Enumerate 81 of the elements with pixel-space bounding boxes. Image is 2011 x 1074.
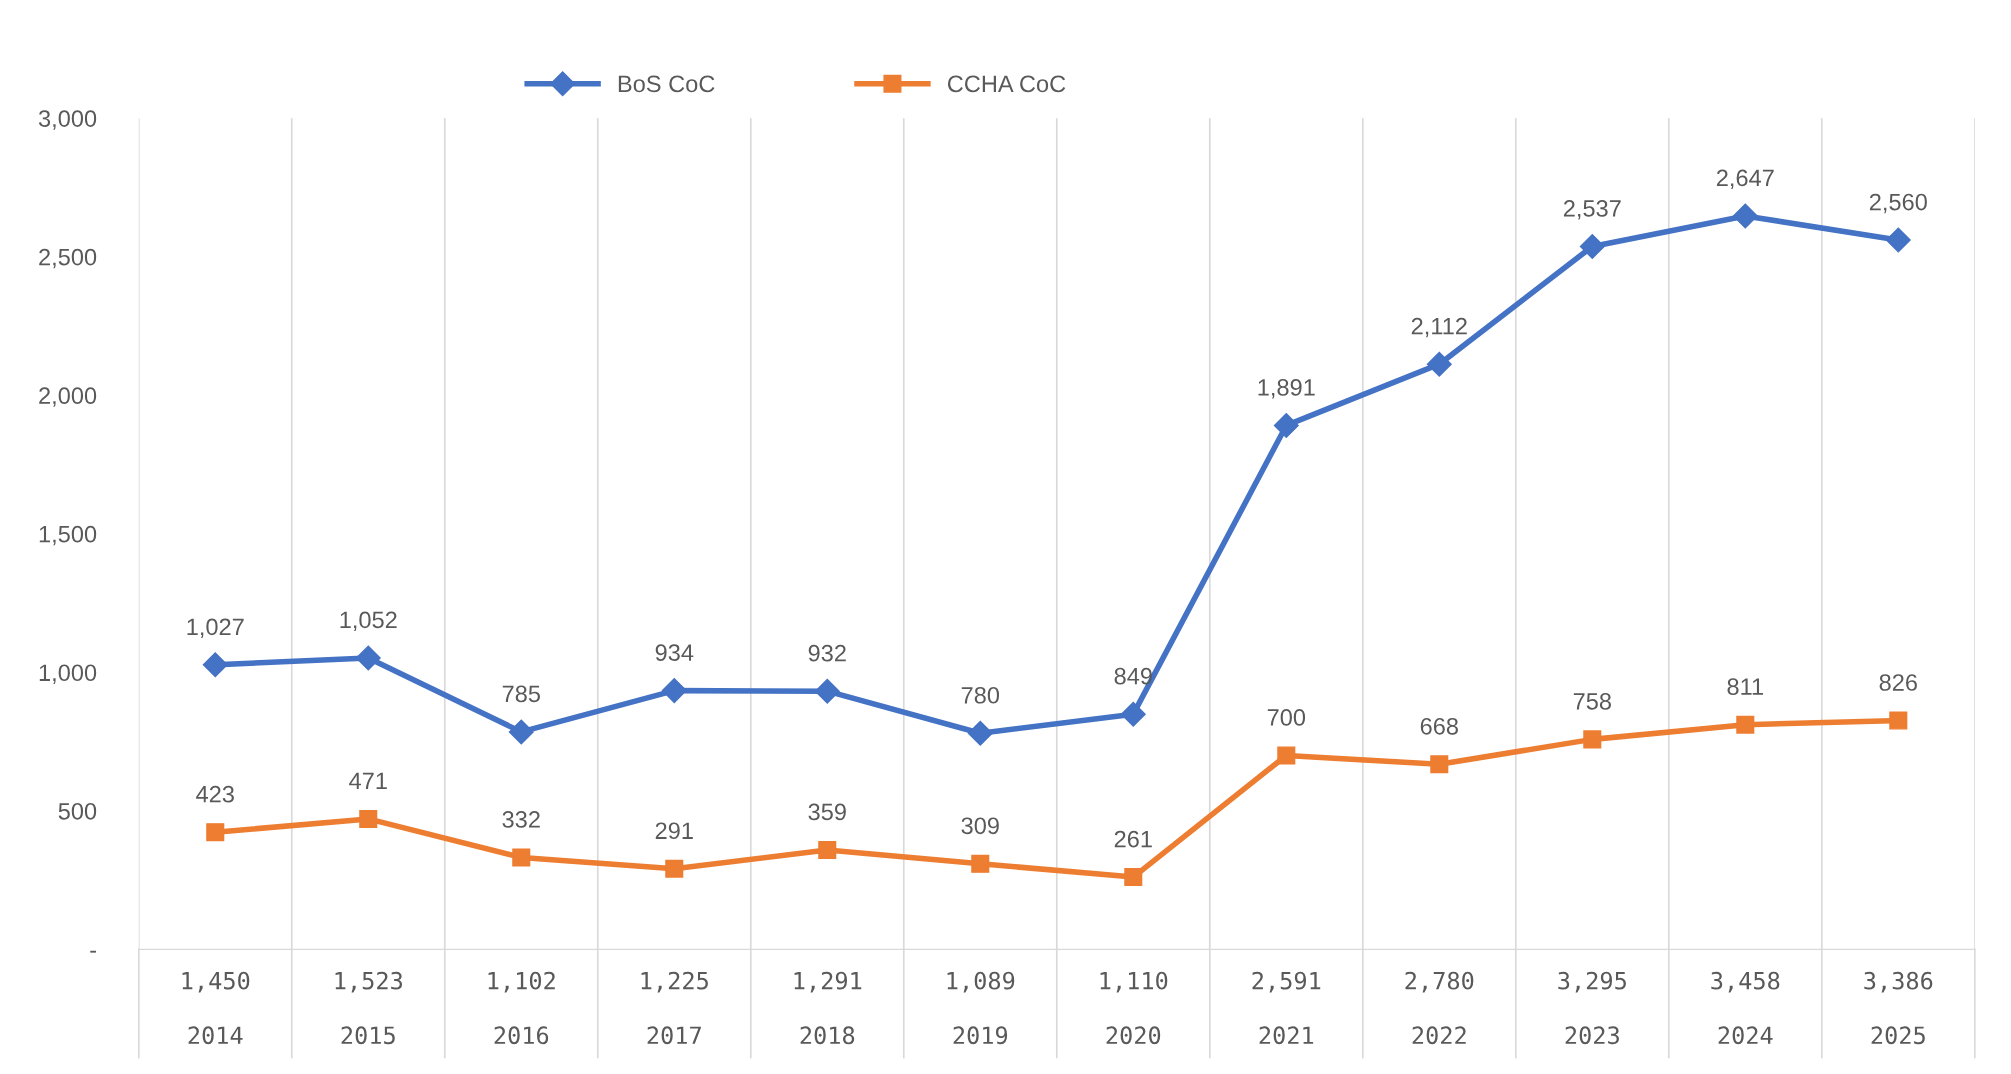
text: 3,295 [1558, 971, 1626, 993]
data-label: 309 [961, 817, 999, 835]
legend-label: CCHA CoC [947, 75, 1066, 93]
text: 1,225 [641, 971, 708, 993]
data-label: 261 [1114, 830, 1152, 848]
data-label: 1,027 [187, 618, 244, 638]
point [355, 645, 381, 671]
x-tick-label: 2014 [188, 1026, 243, 1045]
data-label: 423 [196, 785, 234, 803]
data-label: 811 [1727, 678, 1763, 696]
x-tick-label: 2023 [1565, 1026, 1619, 1045]
x-tick-label: 2025 [1871, 1026, 1925, 1045]
y-tick-label: - [90, 950, 97, 953]
point [508, 719, 534, 745]
point [512, 848, 531, 867]
point [1732, 203, 1758, 229]
point [1889, 711, 1908, 730]
x-tick-label: 2020 [1106, 1026, 1161, 1045]
data-label: 2,560 [1869, 193, 1927, 214]
data-label: 332 [502, 811, 540, 828]
data-label: 1,891 [1258, 379, 1315, 399]
point [359, 809, 378, 828]
point [967, 720, 993, 746]
point [1736, 715, 1755, 734]
text: 1,110 [1100, 971, 1168, 993]
y-tick-label: 1,000 [39, 664, 97, 684]
text: 2,780 [1405, 971, 1474, 993]
x-tick-label: 2017 [647, 1026, 701, 1045]
text: 1,291 [794, 971, 862, 993]
data-label: 291 [655, 822, 693, 840]
text: 1,450 [182, 971, 250, 993]
x-tick-label: 2024 [1718, 1026, 1773, 1045]
point [1273, 412, 1299, 438]
point [1277, 746, 1296, 765]
data-label: 758 [1573, 692, 1611, 710]
y-tick-label: 1,500 [39, 525, 97, 546]
data-label: 668 [1420, 717, 1458, 735]
x-tick-label: 2018 [800, 1026, 855, 1045]
data-label: 1,052 [340, 611, 397, 632]
point [202, 652, 228, 678]
data-label: 785 [502, 685, 540, 703]
point [818, 840, 837, 859]
x-tick-label: 2022 [1412, 1026, 1466, 1045]
point [814, 678, 840, 704]
y-tick-label: 2,000 [39, 387, 97, 407]
point [206, 823, 225, 842]
text: 3,386 [1864, 971, 1933, 993]
x-tick-label: 2019 [953, 1026, 1008, 1045]
data-label: 934 [655, 644, 694, 661]
y-tick-label: 2,500 [39, 248, 97, 269]
data-label: 849 [1114, 667, 1152, 685]
data-label: 2,537 [1563, 200, 1621, 220]
text: 2,591 [1252, 971, 1321, 993]
data-label: 700 [1267, 709, 1306, 726]
point [1885, 227, 1911, 253]
point [665, 859, 684, 878]
x-tick-label: 2016 [494, 1026, 549, 1045]
text: 1,102 [488, 971, 555, 993]
point [1124, 868, 1143, 887]
y-tick-label: 3,000 [38, 110, 97, 130]
text: 1,089 [947, 971, 1015, 993]
data-label: 471 [349, 772, 387, 790]
data-label: 2,647 [1716, 169, 1774, 190]
legend-label: BoS CoC [618, 75, 715, 93]
point [1583, 730, 1602, 749]
point [1579, 233, 1605, 259]
data-label: 2,112 [1411, 317, 1467, 338]
point [661, 678, 687, 704]
point [1430, 755, 1449, 774]
point [1120, 701, 1146, 727]
x-tick-label: 2021 [1259, 1026, 1314, 1045]
y-tick-label: 500 [58, 802, 97, 820]
text: 1,523 [335, 971, 403, 993]
data-label: 780 [961, 686, 1000, 704]
data-label: 932 [808, 644, 846, 662]
data-label: 359 [808, 803, 846, 821]
x-tick-label: 2015 [341, 1026, 395, 1045]
point [1426, 351, 1452, 377]
data-label: 826 [1879, 674, 1917, 691]
text: 3,458 [1711, 971, 1780, 993]
point [971, 854, 990, 873]
